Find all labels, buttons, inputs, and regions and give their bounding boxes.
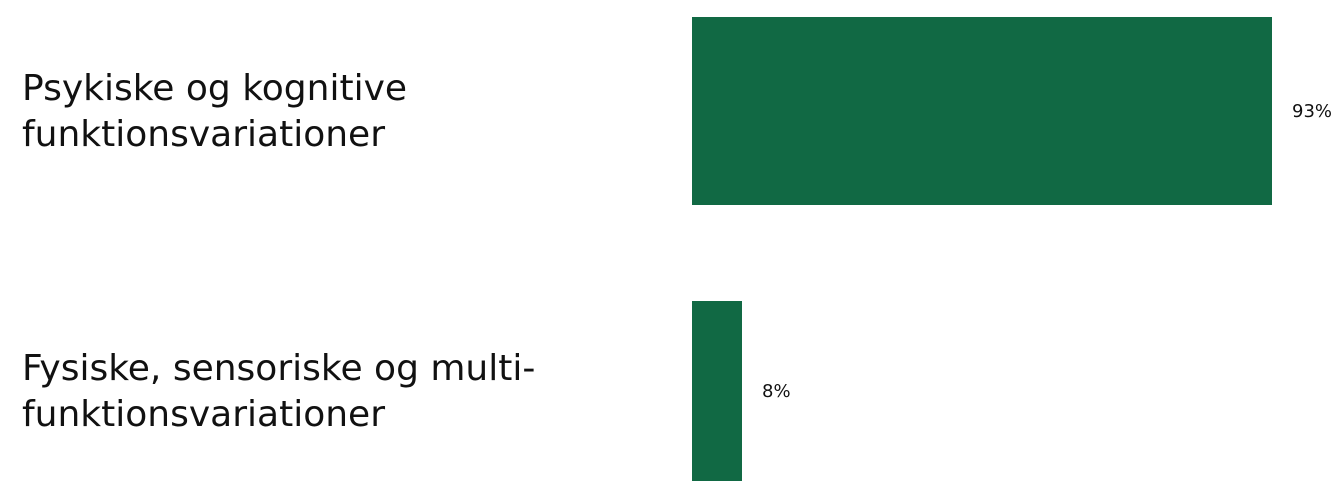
value-label-1: 93% <box>1292 101 1332 122</box>
bar-1 <box>692 17 1272 205</box>
category-label-1-line-1: Psykiske og kognitive <box>22 68 407 109</box>
category-label-2-line-1: Fysiske, sensoriske og multi- <box>22 348 535 389</box>
category-label-1-line-2: funktionsvariationer <box>22 114 385 155</box>
bar-2 <box>692 301 742 481</box>
category-label-2-line-2: funktionsvariationer <box>22 394 385 435</box>
value-label-2: 8% <box>762 381 791 402</box>
